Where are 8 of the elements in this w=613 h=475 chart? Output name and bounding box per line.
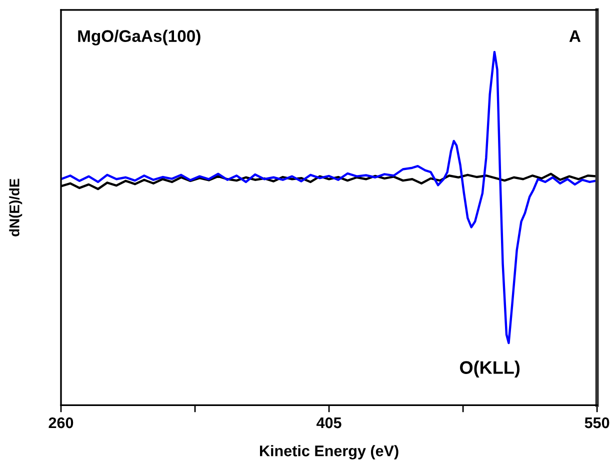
x-tick-label: 260 — [48, 417, 74, 428]
x-tick-label: 550 — [584, 417, 610, 428]
y-axis-title: dN(E)/dE — [9, 178, 22, 236]
x-axis-title: Kinetic Energy (eV) — [260, 445, 398, 460]
text: MgO/GaAs(100) — [78, 30, 200, 46]
text: A — [569, 30, 581, 42]
x-tick-label: 405 — [316, 417, 342, 428]
annotation: O(KLL) — [460, 360, 520, 378]
